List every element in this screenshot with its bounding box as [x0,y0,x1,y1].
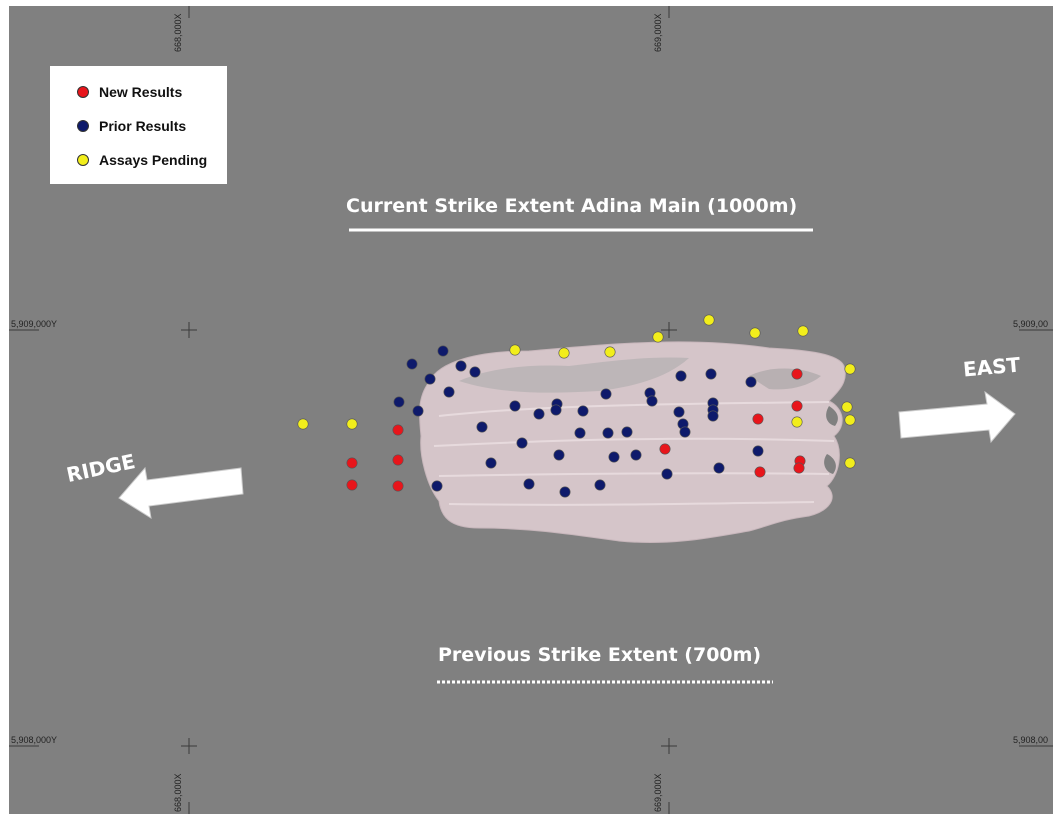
map-graphics [9,6,1053,814]
assays-pending-marker [297,418,309,430]
new-result-marker [392,454,404,466]
assays-pending-marker [797,325,809,337]
assays-pending-marker [604,346,616,358]
assays-pending-marker [791,416,803,428]
ridge-arrow [118,466,244,520]
grid-label-y-left: 5,908,000Y [11,735,58,745]
drill-hole-markers [297,314,856,498]
prior-result-marker [600,388,612,400]
prior-result-marker [550,404,562,416]
prior-result-marker [679,426,691,438]
prior-result-marker [553,449,565,461]
prior-result-marker [673,406,685,418]
legend-item-new-results: New Results [77,82,182,102]
prior-result-marker [675,370,687,382]
prior-result-marker [608,451,620,463]
new-result-marker [392,424,404,436]
grid-label-y-left: 5,909,000Y [11,319,58,329]
legend: New Results Prior Results Assays Pending [50,66,227,184]
prior-result-marker [577,405,589,417]
prior-result-marker [594,479,606,491]
prior-result-marker [443,386,455,398]
new-result-marker [791,400,803,412]
assays-pending-marker [841,401,853,413]
legend-item-prior-results: Prior Results [77,116,186,136]
map-canvas: New Results Prior Results Assays Pending… [9,6,1053,814]
prior-result-marker [412,405,424,417]
prior-result-marker [752,445,764,457]
assays-pending-marker [558,347,570,359]
assays-pending-marker [749,327,761,339]
new-result-marker [659,443,671,455]
prior-result-marker [476,421,488,433]
red-dot-icon [77,86,89,98]
new-result-marker [392,480,404,492]
prior-result-marker [621,426,633,438]
previous-extent-title: Previous Strike Extent (700m) [438,644,762,666]
assays-pending-marker [703,314,715,326]
prior-result-marker [646,395,658,407]
grid-label-x-bottom: 669,000X [653,773,663,812]
assays-pending-marker [844,363,856,375]
prior-result-marker [574,427,586,439]
prior-result-marker [431,480,443,492]
grid-label-y-right: 5,909,00 [1013,319,1049,329]
legend-label: Prior Results [99,118,187,134]
prior-result-marker [469,366,481,378]
assays-pending-marker [844,414,856,426]
legend-item-assays-pending: Assays Pending [77,150,207,170]
new-result-marker [793,462,805,474]
prior-result-marker [437,345,449,357]
east-label: EAST [962,352,1022,382]
new-result-marker [346,479,358,491]
prior-result-marker [745,376,757,388]
orebody-shape [418,341,846,544]
prior-result-marker [455,360,467,372]
grid-label-x-top: 669,000X [653,13,663,52]
prior-result-marker [630,449,642,461]
prior-result-marker [424,373,436,385]
prior-result-marker [533,408,545,420]
legend-label: New Results [99,84,183,100]
assays-pending-marker [652,331,664,343]
east-arrow [898,390,1016,444]
yellow-dot-icon [77,154,89,166]
prior-result-marker [707,410,719,422]
prior-result-marker [713,462,725,474]
legend-label: Assays Pending [99,152,208,168]
navy-dot-icon [77,120,89,132]
assays-pending-marker [346,418,358,430]
grid-crosses [181,322,677,754]
new-result-marker [791,368,803,380]
new-result-marker [752,413,764,425]
prior-result-marker [393,396,405,408]
prior-result-marker [661,468,673,480]
prior-result-marker [602,427,614,439]
grid-label-x-bottom: 668,000X [173,773,183,812]
assays-pending-marker [844,457,856,469]
prior-result-marker [705,368,717,380]
prior-result-marker [559,486,571,498]
prior-result-marker [406,358,418,370]
assays-pending-marker [509,344,521,356]
current-extent-title: Current Strike Extent Adina Main (1000m) [346,195,798,217]
grid-label-x-top: 668,000X [173,13,183,52]
new-result-marker [346,457,358,469]
grid-label-y-right: 5,908,00 [1013,735,1049,745]
prior-result-marker [516,437,528,449]
new-result-marker [754,466,766,478]
prior-result-marker [509,400,521,412]
prior-result-marker [485,457,497,469]
prior-result-marker [523,478,535,490]
